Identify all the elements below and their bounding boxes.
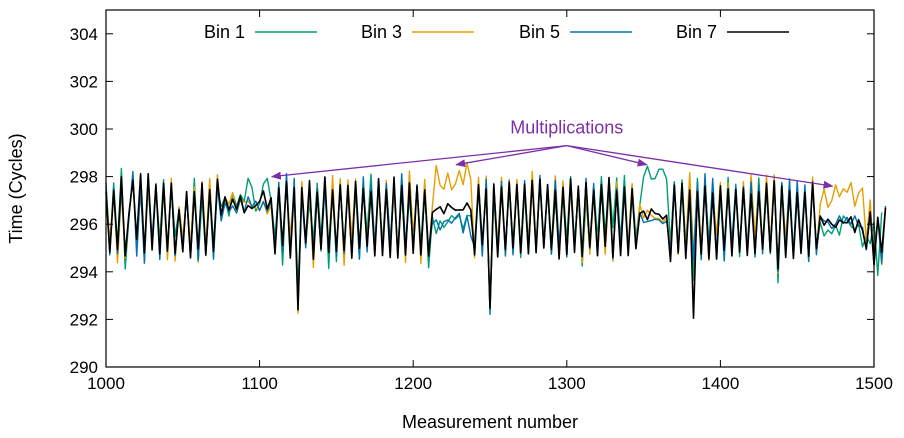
- y-tick-label: 302: [70, 72, 98, 91]
- plot-frame: [105, 9, 875, 368]
- y-tick-label: 290: [70, 358, 98, 377]
- series-layer: [105, 162, 887, 320]
- legend-label: Bin 7: [676, 22, 717, 42]
- annotation-arrow: [566, 145, 648, 167]
- x-tick-label: 1200: [394, 374, 432, 393]
- annotation-arrow: [270, 145, 567, 180]
- series-line-bin-7: [105, 172, 887, 320]
- y-tick-label: 300: [70, 120, 98, 139]
- y-tick-label: 296: [70, 215, 98, 234]
- ticks-layer: 1000 1100 1200 1300 1400 1500 290 292 294 296 298 3…: [70, 10, 893, 393]
- legend-label: Bin 5: [519, 22, 560, 42]
- legend-label: Bin 3: [361, 22, 402, 42]
- legend: Bin 1 Bin 3 Bin 5 Bin 7: [204, 22, 789, 42]
- x-tick-label: 1100: [241, 374, 278, 393]
- series-line-bin-3: [105, 162, 887, 314]
- legend-label: Bin 1: [204, 22, 245, 42]
- annotation: Multiplications: [270, 118, 834, 189]
- y-tick-label: 304: [70, 25, 98, 44]
- y-tick-label: 298: [70, 168, 98, 187]
- y-tick-label: 294: [70, 263, 98, 282]
- y-axis-label: Time (Cycles): [6, 133, 26, 243]
- x-axis-label: Measurement number: [402, 412, 578, 432]
- x-tick-label: 1500: [855, 374, 893, 393]
- x-tick-label: 1400: [701, 374, 739, 393]
- annotation-arrow: [566, 145, 834, 189]
- annotation-label: Multiplications: [510, 118, 623, 138]
- x-tick-label: 1300: [548, 374, 586, 393]
- annotation-arrow: [455, 145, 567, 168]
- x-tick-label: 1000: [87, 374, 125, 393]
- series-line-bin-5: [105, 170, 887, 316]
- y-tick-label: 292: [70, 310, 98, 329]
